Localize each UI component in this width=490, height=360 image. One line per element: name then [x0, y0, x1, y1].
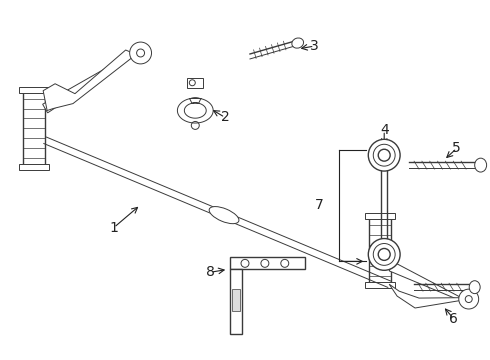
Polygon shape	[389, 262, 462, 301]
Circle shape	[241, 260, 249, 267]
Circle shape	[281, 260, 289, 267]
Text: 1: 1	[109, 221, 118, 235]
Bar	[19, 164, 49, 170]
Bar	[230, 257, 305, 269]
Bar	[230, 269, 242, 334]
Circle shape	[130, 42, 151, 64]
Ellipse shape	[469, 281, 480, 294]
Ellipse shape	[292, 38, 304, 48]
Polygon shape	[43, 50, 136, 111]
Circle shape	[261, 260, 269, 267]
Polygon shape	[389, 284, 461, 308]
Text: 5: 5	[452, 141, 461, 155]
Circle shape	[378, 248, 390, 260]
Text: 8: 8	[206, 265, 215, 279]
Circle shape	[378, 149, 390, 161]
Text: 2: 2	[220, 111, 229, 125]
Text: 7: 7	[315, 198, 324, 212]
Circle shape	[368, 239, 400, 270]
Bar	[19, 87, 49, 93]
Circle shape	[373, 243, 395, 265]
Text: 6: 6	[449, 312, 458, 326]
Text: 4: 4	[380, 123, 389, 138]
Bar	[232, 289, 240, 311]
Bar	[366, 213, 395, 219]
Circle shape	[368, 139, 400, 171]
Ellipse shape	[475, 158, 487, 172]
Text: 3: 3	[310, 39, 319, 53]
Ellipse shape	[209, 207, 239, 224]
Circle shape	[459, 289, 479, 309]
Bar	[366, 282, 395, 288]
Bar	[23, 89, 45, 168]
Polygon shape	[43, 52, 136, 113]
Circle shape	[373, 144, 395, 166]
Bar	[369, 215, 391, 286]
Bar	[187, 78, 203, 88]
